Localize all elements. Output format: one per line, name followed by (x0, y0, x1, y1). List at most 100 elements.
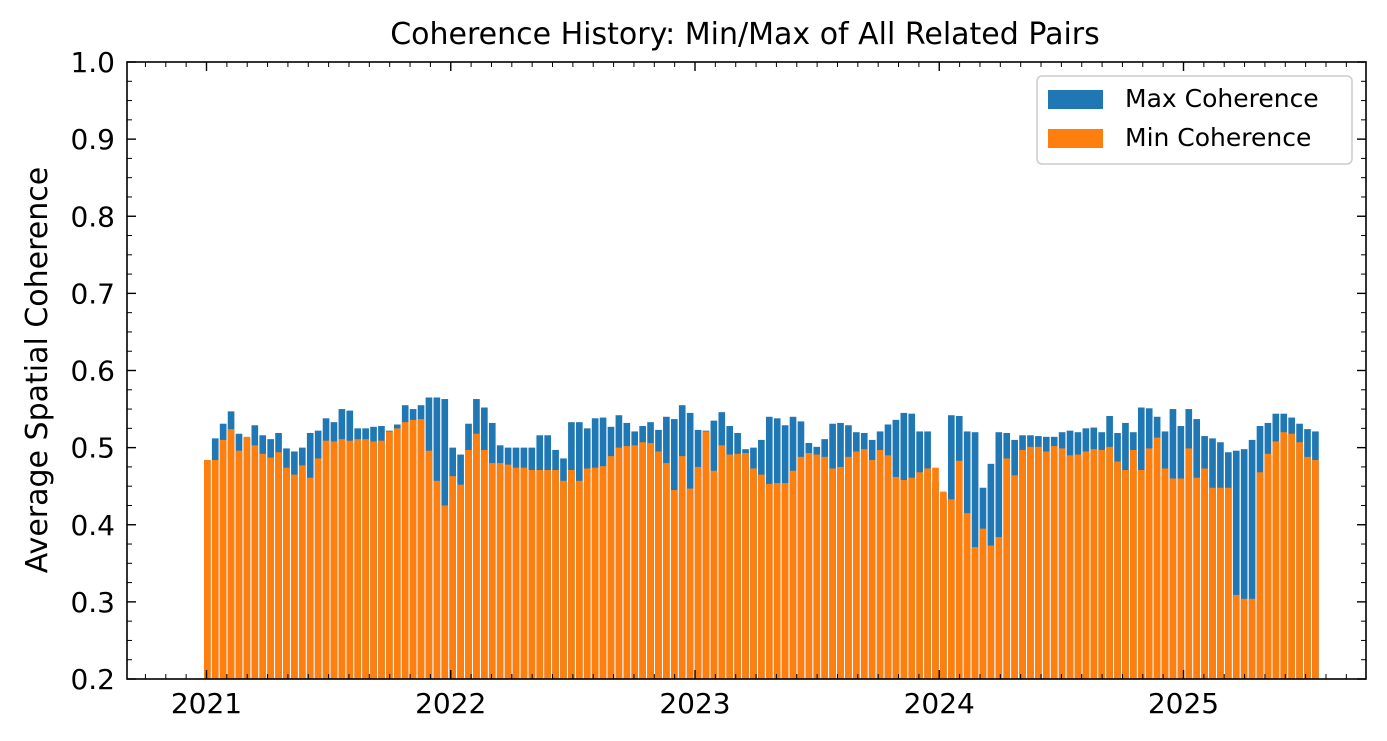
max-coherence-bar (1240, 449, 1248, 679)
min-coherence-bar (1003, 458, 1011, 679)
min-coherence-bar (908, 477, 916, 679)
min-coherence-bar (995, 537, 1003, 679)
min-coherence-bar (726, 454, 734, 679)
min-coherence-bar (694, 466, 702, 679)
y-tick-label: 0.4 (70, 509, 115, 542)
min-coherence-bar (805, 453, 813, 679)
min-coherence-bar (306, 477, 314, 679)
min-coherence-bar (433, 480, 441, 679)
legend: Max Coherence Min Coherence (1036, 75, 1353, 165)
min-coherence-bar (845, 456, 852, 679)
min-coherence-bar (386, 431, 393, 679)
min-coherence-bar (275, 452, 282, 679)
min-coherence-bar (631, 445, 639, 679)
min-coherence-bar (267, 457, 274, 679)
min-coherence-bar (512, 467, 520, 679)
min-coherence-bar (528, 469, 536, 679)
min-coherence-bar (979, 528, 987, 679)
min-coherence-bar (702, 431, 710, 679)
min-coherence-bar (1240, 598, 1248, 679)
min-coherence-bar (338, 439, 346, 679)
min-coherence-bar (963, 513, 971, 679)
min-coherence-bar (829, 468, 836, 679)
min-coherence-bar (837, 466, 844, 679)
min-coherence-bar (1296, 442, 1303, 679)
min-coherence-bar (560, 480, 567, 679)
min-coherence-bar (346, 440, 354, 679)
min-coherence-bar (465, 449, 472, 679)
min-coherence-bar (781, 483, 789, 679)
min-coherence-bar (987, 545, 995, 679)
min-coherence-bar (750, 468, 757, 679)
min-coherence-bar (425, 450, 433, 679)
y-axis-label: Average Spatial Coherence (20, 167, 55, 573)
min-coherence-bar (1114, 461, 1121, 679)
min-coherence-bar (868, 459, 876, 679)
min-coherence-bar (259, 453, 267, 679)
min-coherence-bar (924, 468, 931, 679)
min-coherence-bar (1019, 449, 1026, 679)
min-coherence-bar (219, 439, 227, 679)
y-tick-label: 1.0 (70, 46, 115, 79)
min-coherence-bar (1145, 448, 1153, 679)
min-coherence-bar (544, 469, 551, 679)
min-coherence-bar (235, 450, 243, 679)
min-coherence-bar (1098, 449, 1106, 679)
min-coherence-bar (884, 455, 892, 679)
min-coherence-bar (1169, 478, 1177, 679)
min-coherence-bar (718, 445, 726, 679)
y-tick-label: 0.9 (70, 123, 115, 156)
legend-swatch-max (1048, 90, 1103, 109)
legend-frame (1036, 75, 1353, 165)
min-coherence-bar (1090, 449, 1098, 679)
legend-label-min: Min Coherence (1125, 123, 1311, 152)
y-tick-label: 0.5 (70, 432, 115, 465)
min-coherence-bar (1074, 454, 1082, 679)
min-coherence-bar (1011, 475, 1018, 679)
min-coherence-bar (251, 445, 259, 679)
min-coherence-bar (1288, 433, 1295, 679)
min-coherence-bar (204, 459, 211, 679)
min-coherence-bar (1193, 477, 1201, 679)
legend-label-max: Max Coherence (1125, 84, 1319, 113)
min-coherence-bar (1130, 449, 1137, 679)
min-coherence-bar (797, 456, 805, 679)
min-coherence-bar (758, 474, 765, 679)
y-tick-label: 0.7 (70, 277, 115, 310)
min-coherence-bar (1082, 451, 1090, 679)
min-coherence-bar (860, 449, 868, 679)
min-coherence-bar (576, 480, 583, 679)
min-coherence-bar (1042, 451, 1050, 679)
min-coherence-bar (639, 442, 646, 679)
min-coherence-bar (607, 456, 615, 679)
min-coherence-bar (370, 441, 377, 679)
min-coherence-bar (1050, 446, 1058, 679)
min-coherence-bar (409, 419, 417, 679)
min-coherence-bar (536, 469, 544, 679)
min-coherence-bar (1106, 446, 1113, 679)
min-coherence-bar (1225, 487, 1232, 679)
min-coherence-bar (488, 463, 496, 679)
chart-title: Coherence History: Min/Max of All Relate… (390, 17, 1100, 52)
min-coherence-bar (1201, 468, 1208, 679)
max-coherence-bar (1232, 450, 1240, 679)
min-coherence-bar (496, 463, 504, 679)
min-coherence-bar (417, 419, 425, 679)
min-coherence-bar (623, 446, 631, 679)
min-coherence-bar (655, 451, 662, 679)
min-coherence-bar (647, 443, 654, 679)
min-coherence-bar (1177, 478, 1185, 679)
min-coherence-bar (742, 453, 749, 679)
min-coherence-bar (932, 467, 939, 679)
min-coherence-bar (1153, 437, 1161, 679)
min-coherence-bar (504, 464, 512, 679)
min-coherence-bar (955, 460, 963, 679)
min-coherence-bar (330, 441, 338, 679)
min-coherence-bar (441, 505, 449, 679)
min-coherence-bar (971, 547, 979, 679)
y-tick-label: 0.2 (70, 663, 115, 696)
min-coherence-bar (663, 463, 670, 679)
min-coherence-bar (473, 433, 480, 679)
min-coherence-bar (1161, 468, 1169, 679)
